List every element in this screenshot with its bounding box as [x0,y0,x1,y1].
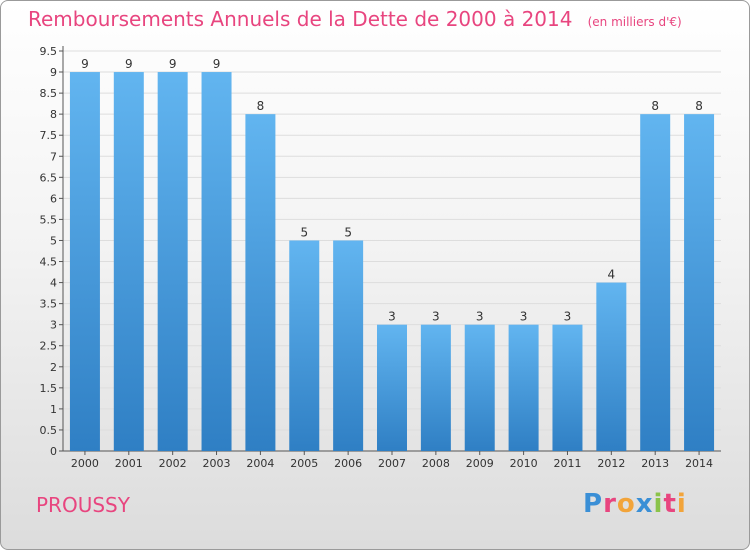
y-tick-label: 9.5 [40,45,58,58]
bar-2008 [420,324,451,451]
value-label-2000: 9 [81,57,89,71]
chart-title-unit: (en milliers d'€) [587,15,682,29]
x-tick-label-2011: 2011 [553,457,581,470]
chart-title: Remboursements Annuels de la Dette de 20… [28,7,682,31]
y-tick-label: 7.5 [40,129,58,142]
x-tick-label-2013: 2013 [641,457,669,470]
y-tick-label: 8.5 [40,87,58,100]
bar-2011 [552,324,583,451]
bar-2014 [684,114,715,451]
value-label-2004: 8 [257,99,265,113]
bar-2005 [289,240,320,451]
value-label-2003: 9 [213,57,221,71]
y-tick-label: 9 [50,66,57,79]
y-tick-label: 8 [50,108,57,121]
y-tick-label: 6 [50,192,57,205]
value-label-2006: 5 [344,225,352,239]
x-tick-label-2005: 2005 [290,457,318,470]
x-tick-label-2009: 2009 [466,457,494,470]
x-tick-label-2001: 2001 [115,457,143,470]
x-tick-label-2007: 2007 [378,457,406,470]
value-label-2009: 3 [476,310,484,324]
y-tick-label: 5.5 [40,213,58,226]
x-tick-label-2003: 2003 [203,457,231,470]
bar-2006 [333,240,364,451]
x-tick-label-2012: 2012 [597,457,625,470]
x-tick-label-2002: 2002 [159,457,187,470]
x-tick-label-2010: 2010 [510,457,538,470]
value-label-2002: 9 [169,57,177,71]
value-label-2008: 3 [432,310,440,324]
y-tick-label: 7 [50,150,57,163]
x-tick-label-2008: 2008 [422,457,450,470]
value-labels: 9 9 9 9 8 5 5 3 3 3 3 3 4 8 8 [81,57,703,324]
bar-2012 [596,282,627,451]
bars [69,72,715,451]
bar-2007 [377,324,407,451]
y-tick-label: 5 [50,234,57,247]
y-tick-label: 6.5 [40,171,58,184]
y-tick-label: 0 [50,445,57,458]
chart-title-main: Remboursements Annuels de la Dette de 20… [28,7,573,31]
value-label-2010: 3 [520,310,528,324]
bar-2000 [69,72,100,451]
value-label-2012: 4 [608,268,616,282]
y-tick-label: 2 [50,361,57,374]
y-tick-label: 0.5 [40,424,58,437]
bar-2013 [640,114,671,451]
x-tick-label-2004: 2004 [246,457,274,470]
y-tick-label: 1 [50,403,57,416]
proxiti-logo: Proxiti [583,489,687,519]
value-label-2005: 5 [300,225,308,239]
bar-2009 [464,324,495,451]
y-tick-label: 3 [50,319,57,332]
y-tick-labels: 0 0.5 1 1.5 2 2.5 3 3.5 4 4.5 5 5.5 6 6.5 7 7.5 8 8.5 9 9.5 [40,45,58,458]
y-tick-label: 4 [50,277,57,290]
value-label-2001: 9 [125,57,133,71]
value-label-2011: 3 [564,310,572,324]
y-tick-label: 2.5 [40,340,58,353]
x-tick-labels: 2000 2001 2002 2003 2004 2005 2006 2007 2008 2009… [71,457,713,470]
x-tick-label-2006: 2006 [334,457,362,470]
x-tick-label-2000: 2000 [71,457,99,470]
bar-2010 [508,324,539,451]
y-tick-label: 3.5 [40,298,58,311]
bar-2002 [157,72,188,451]
x-tick-label-2014: 2014 [685,457,713,470]
y-tick-label: 1.5 [40,382,58,395]
place-name: PROUSSY [36,493,130,517]
value-label-2014: 8 [695,99,703,113]
bar-2001 [113,72,144,451]
bar-2003 [201,72,232,451]
bar-2004 [245,114,276,451]
y-tick-label: 4.5 [40,256,58,269]
value-label-2013: 8 [651,99,659,113]
value-label-2007: 3 [388,310,396,324]
